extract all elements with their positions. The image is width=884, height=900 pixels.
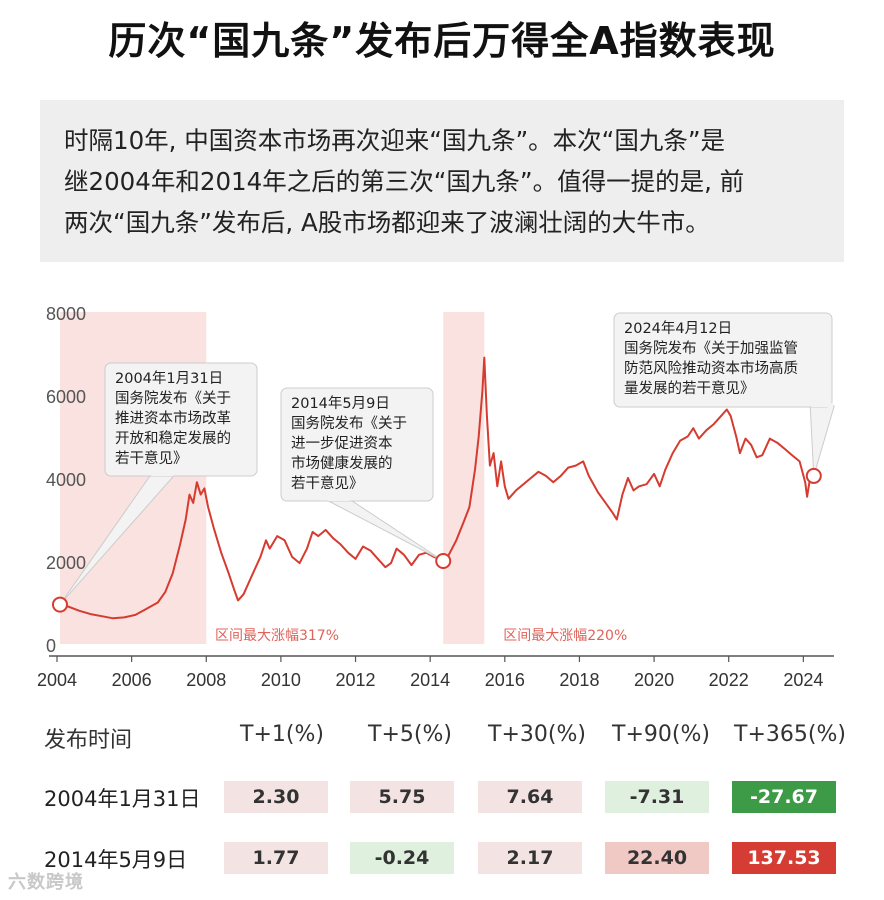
table-cell: 1.77	[224, 842, 328, 874]
table-cell: 5.75	[350, 781, 454, 813]
index-line-chart: 0 2000 4000 6000 8000 2004 2006 2008 2010 2012 201…	[37, 304, 835, 690]
release-point-marker	[51, 596, 68, 613]
y-tick-label: 2000	[46, 553, 86, 573]
intro-box: 时隔10年, 中国资本市场再次迎来“国九条”。本次“国九条”是 继2004年和2…	[40, 100, 844, 262]
intro-line: 两次“国九条”发布后, A股市场都迎来了波澜壮阔的大牛市。	[64, 208, 710, 237]
y-tick-label: 6000	[46, 387, 86, 407]
x-tick-label: 2022	[709, 670, 749, 690]
x-tick-label: 2012	[336, 670, 376, 690]
table-cell: -0.24	[350, 842, 454, 874]
table-cell: 7.64	[478, 781, 582, 813]
callout-tail	[326, 499, 444, 562]
page-title: 历次“国九条”发布后万得全A指数表现	[108, 19, 776, 63]
callout-text: 2014年5月9日	[291, 395, 390, 412]
table-cell: -7.31	[605, 781, 709, 813]
table-row-date: 2014年5月9日	[44, 848, 188, 872]
callout-text: 开放和稳定发展的	[115, 430, 231, 447]
callout-text: 市场健康发展的	[291, 455, 393, 472]
table-header-t5: T+5(%)	[368, 722, 452, 747]
period-gain-label: 区间最大涨幅317%	[215, 628, 339, 644]
callout-text: 若干意见》	[291, 474, 364, 492]
x-tick-label: 2008	[186, 670, 226, 690]
callout-text: 国务院发布《关于	[291, 415, 407, 432]
x-tick-label: 2006	[112, 670, 152, 690]
table-header-date: 发布时间	[44, 728, 133, 753]
x-tick-label: 2016	[485, 670, 525, 690]
table-cell: 2.30	[224, 781, 328, 813]
table-header-t30: T+30(%)	[488, 722, 586, 747]
callout-tail	[809, 405, 835, 477]
table-header-t90: T+90(%)	[612, 722, 710, 747]
callout-box	[613, 312, 833, 408]
callout-text: 国务院发布《关于加强监管	[624, 340, 798, 357]
x-tick-label: 2004	[37, 670, 77, 690]
y-tick-label: 4000	[46, 470, 86, 490]
watermark-logo: 六数跨境	[8, 872, 84, 893]
y-tick-label: 8000	[46, 304, 86, 324]
table-row-date: 2004年1月31日	[44, 787, 201, 811]
callout-text: 防范风险推动资本市场高质	[624, 360, 798, 377]
callout-text: 2024年4月12日	[624, 320, 732, 337]
series-line	[59, 356, 815, 620]
x-tick-label: 2020	[634, 670, 674, 690]
callout-text: 若干意见》	[115, 449, 188, 467]
intro-line: 继2004年和2014年之后的第三次“国九条”。值得一提的是, 前	[64, 167, 745, 196]
callout-text: 推进资本市场改革	[115, 410, 231, 427]
table-cell: 137.53	[732, 842, 836, 874]
callout-joint	[151, 472, 174, 476]
x-tick-label: 2010	[261, 670, 301, 690]
callout-joint	[811, 403, 834, 407]
table-header-t365: T+365(%)	[734, 722, 846, 747]
table-header-t1: T+1(%)	[240, 722, 324, 747]
callout-text: 国务院发布《关于	[115, 390, 231, 407]
callout-box	[104, 362, 258, 477]
shaded-period	[443, 312, 485, 644]
y-tick-label: 0	[46, 636, 56, 656]
release-point-marker	[805, 467, 822, 484]
callout-joint	[327, 497, 350, 501]
callout-text: 2004年1月31日	[115, 370, 223, 387]
intro-line: 时隔10年, 中国资本市场再次迎来“国九条”。本次“国九条”是	[64, 126, 726, 155]
callout-box	[280, 387, 434, 502]
table-cell: 22.40	[605, 842, 709, 874]
callout-text: 量发展的若干意见》	[624, 379, 755, 397]
period-gain-label: 区间最大涨幅220%	[503, 628, 627, 644]
table-cell: -27.67	[732, 781, 836, 813]
x-tick-label: 2018	[559, 670, 599, 690]
table-cell: 2.17	[478, 842, 582, 874]
callout-text: 进一步促进资本	[291, 435, 393, 452]
x-tick-label: 2024	[783, 670, 823, 690]
x-tick-label: 2014	[410, 670, 450, 690]
release-point-marker	[435, 553, 452, 569]
